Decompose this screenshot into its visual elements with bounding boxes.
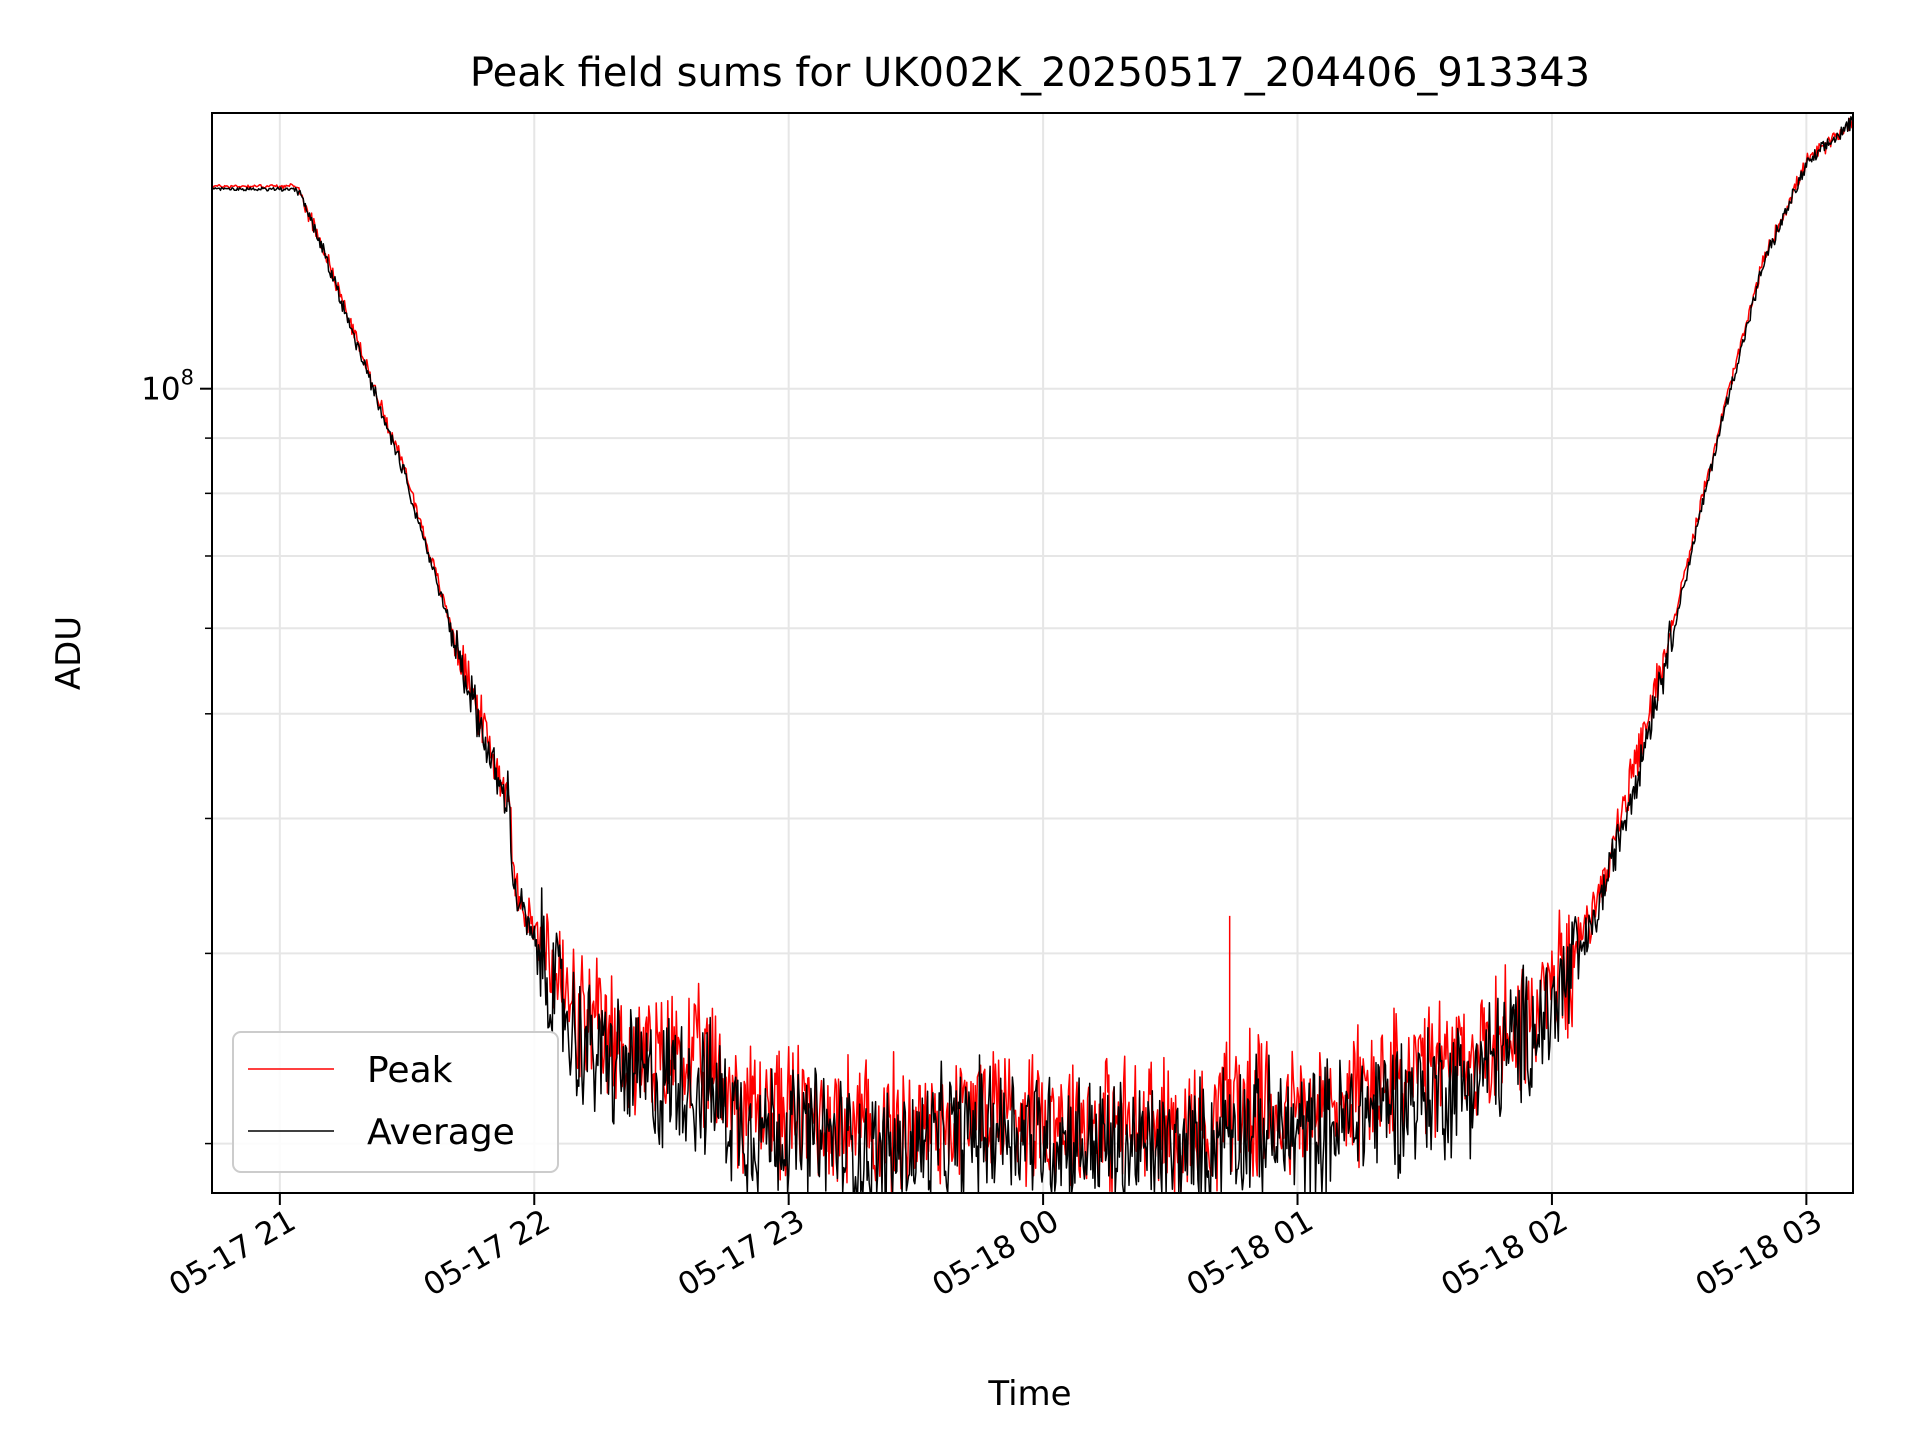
x-axis-label: Time	[987, 1374, 1071, 1414]
y-tick-label: 108	[141, 366, 194, 408]
y-axis-label: ADU	[49, 616, 89, 690]
chart-title: Peak field sums for UK002K_20250517_2044…	[470, 50, 1590, 96]
legend-label-peak: Peak	[367, 1050, 453, 1091]
grid-lines	[212, 113, 1853, 1193]
plot-series	[211, 116, 1854, 1194]
y-axis: 108	[141, 366, 212, 1145]
series-line-average	[211, 116, 1854, 1194]
plot-frame	[211, 112, 1854, 1194]
legend: Peak Average	[232, 1031, 559, 1173]
legend-label-average: Average	[367, 1112, 515, 1153]
legend-box	[232, 1031, 559, 1173]
